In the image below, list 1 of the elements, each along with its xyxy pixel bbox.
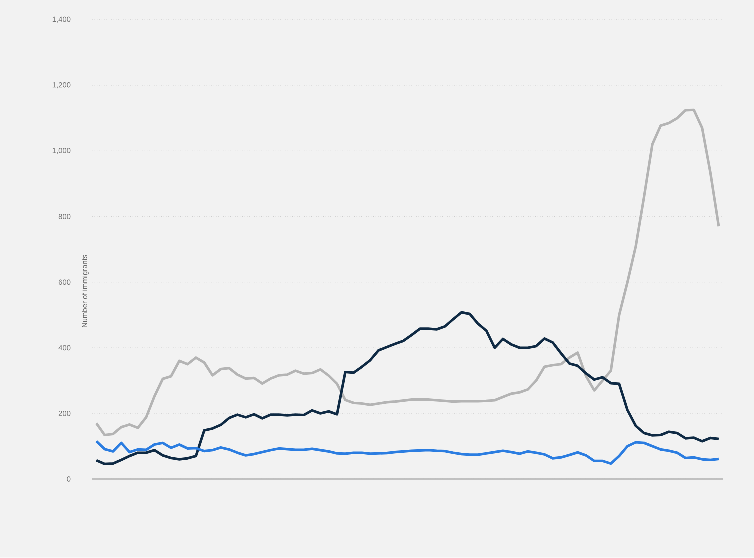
- line-series: [95, 311, 720, 466]
